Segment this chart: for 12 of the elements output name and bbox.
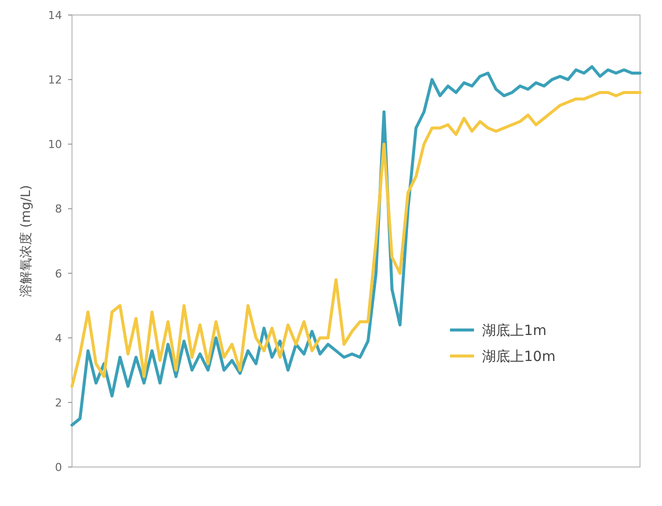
legend-label: 湖底上10m [482, 349, 556, 365]
y-tick-label: 2 [55, 396, 62, 410]
y-tick-label: 8 [55, 202, 62, 216]
y-tick-label: 6 [55, 267, 62, 280]
y-tick-label: 0 [55, 461, 62, 474]
line-series [70, 90, 642, 388]
y-tick-label: 10 [48, 138, 62, 152]
y-tick-label: 14 [48, 9, 62, 22]
legend-label: 湖底上1m [482, 323, 547, 339]
y-tick-label: 12 [48, 74, 62, 87]
y-tick-label: 4 [55, 332, 62, 345]
y-axis-title: 溶解氧浓度 (mg/L) [18, 185, 34, 297]
